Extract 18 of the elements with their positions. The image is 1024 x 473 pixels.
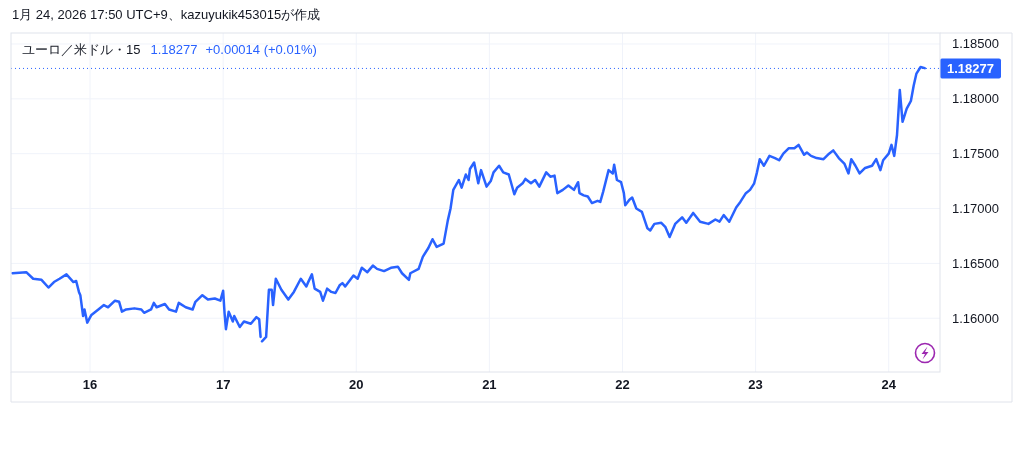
ref-line-label: 1.18277 — [947, 60, 994, 76]
xtick: 23 — [748, 377, 763, 392]
xtick: 21 — [482, 377, 497, 392]
xtick: 16 — [82, 377, 98, 392]
ytick: 1.17500 — [952, 146, 999, 162]
xtick: 24 — [881, 377, 896, 392]
xtick: 22 — [615, 377, 630, 392]
xtick: 17 — [215, 377, 231, 392]
ytick: 1.16500 — [952, 255, 999, 271]
ytick: 1.17000 — [952, 201, 999, 217]
annotation: +0.00014 (+0.01%) — [205, 42, 317, 57]
title: 1月 24, 2026 17:50 UTC+9、kazuyukik453015が作成 — [12, 7, 321, 22]
xtick: 20 — [349, 377, 364, 392]
annotation: 1.18277 — [150, 42, 198, 57]
subtitle: ユーロ／米ドル・15 — [22, 42, 141, 57]
ytick: 1.16000 — [952, 310, 999, 326]
ytick: 1.18500 — [952, 36, 999, 52]
ytick: 1.18000 — [952, 91, 999, 107]
